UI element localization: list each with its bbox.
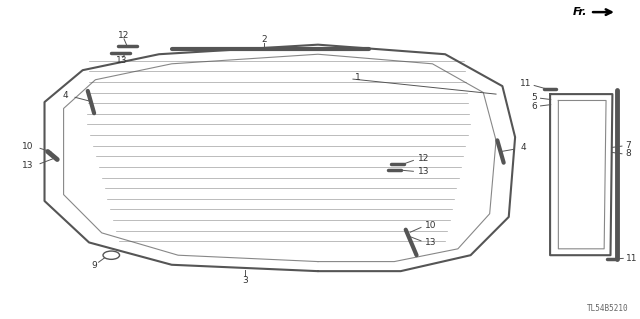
Circle shape	[103, 251, 120, 259]
Text: 13: 13	[22, 161, 34, 170]
Text: 11: 11	[520, 79, 531, 88]
Text: 10: 10	[22, 142, 34, 151]
Text: 11: 11	[627, 254, 638, 263]
Text: 1: 1	[355, 73, 360, 82]
Text: 4: 4	[63, 91, 68, 100]
Text: 13: 13	[425, 238, 436, 247]
Text: 10: 10	[425, 221, 436, 230]
Text: 12: 12	[118, 31, 130, 40]
Text: 13: 13	[116, 56, 127, 65]
Text: 13: 13	[418, 167, 429, 176]
Text: 4: 4	[520, 143, 526, 152]
Text: Fr.: Fr.	[572, 7, 587, 17]
Text: 6: 6	[532, 102, 538, 111]
Text: 12: 12	[418, 154, 429, 163]
Text: 7: 7	[625, 141, 631, 150]
Text: 5: 5	[532, 93, 538, 102]
Text: 8: 8	[625, 149, 631, 158]
Text: 9: 9	[92, 261, 97, 270]
Text: TL54B5210: TL54B5210	[587, 304, 628, 313]
Text: 2: 2	[261, 35, 267, 44]
Text: 3: 3	[242, 276, 248, 285]
